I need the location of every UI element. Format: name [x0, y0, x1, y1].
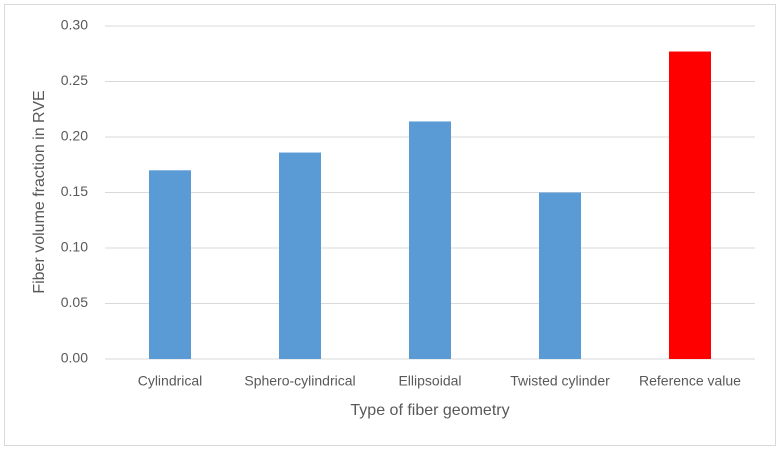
y-tick-label: 0.20 — [61, 128, 88, 144]
bar — [149, 170, 191, 359]
bar — [669, 51, 711, 359]
y-tick-label: 0.25 — [61, 72, 88, 88]
bar — [539, 192, 581, 359]
y-tick-label: 0.00 — [61, 350, 88, 366]
x-tick-label: Twisted cylinder — [510, 373, 610, 389]
x-tick-label: Sphero-cylindrical — [244, 373, 355, 389]
y-axis-title: Fiber volume fraction in RVE — [31, 90, 48, 293]
y-tick-label: 0.10 — [61, 239, 88, 255]
y-tick-label: 0.30 — [61, 17, 88, 33]
y-tick-label: 0.15 — [61, 183, 88, 199]
y-tick-label: 0.05 — [61, 294, 88, 310]
x-tick-label: Cylindrical — [138, 373, 203, 389]
x-tick-label: Ellipsoidal — [398, 373, 461, 389]
x-tick-label: Reference value — [639, 373, 741, 389]
chart-frame — [4, 4, 776, 446]
bar — [409, 121, 451, 360]
bar — [279, 152, 321, 359]
x-axis-title: Type of fiber geometry — [350, 402, 509, 419]
